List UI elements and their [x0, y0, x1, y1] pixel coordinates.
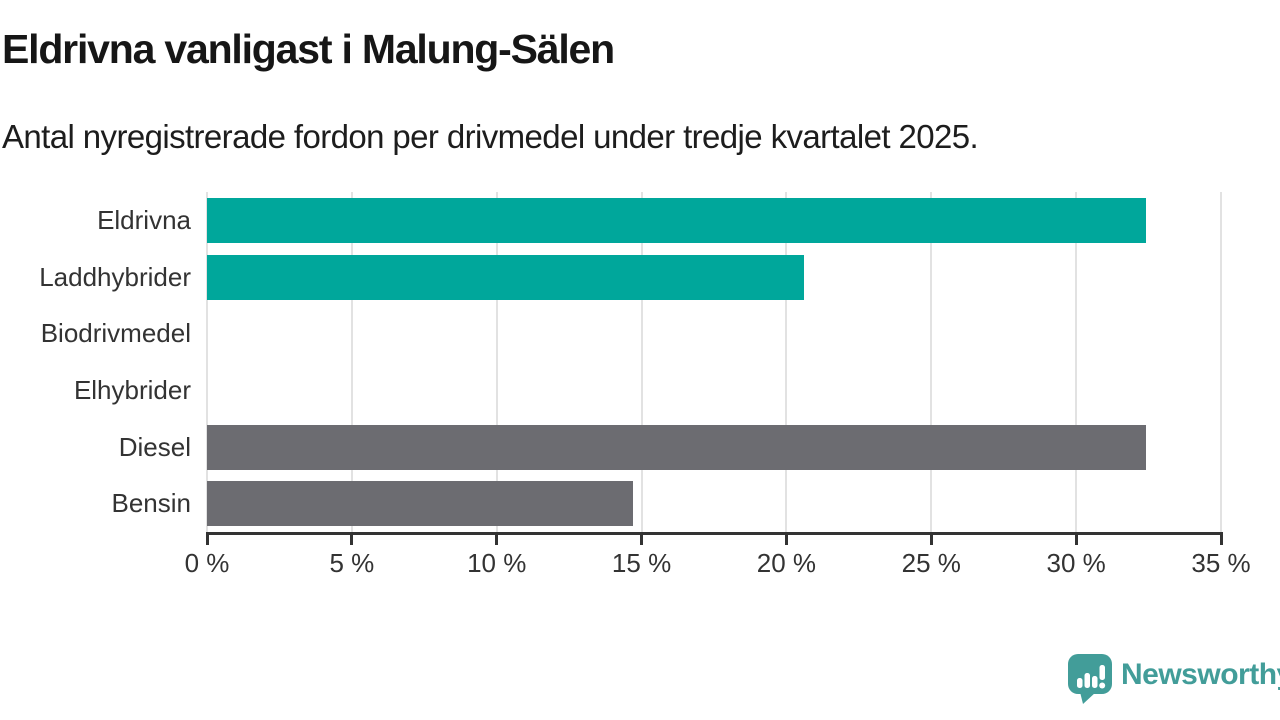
- x-tick-label-10: 10 %: [467, 548, 527, 578]
- bar-diesel: [207, 424, 1146, 470]
- x-axis-tick-0: [205, 535, 209, 545]
- x-axis-tick-20: [784, 535, 788, 545]
- x-tick-label-0: 0 %: [184, 548, 230, 578]
- gridline-10: [495, 192, 498, 532]
- gridline-20: [785, 192, 788, 532]
- y-axis-label-elhybrider: Elhybrider: [73, 375, 191, 405]
- bar-bensin: [207, 481, 633, 527]
- plot-area: [206, 192, 1222, 532]
- bar-laddhybrider: [207, 254, 804, 300]
- x-tick-label-30: 30 %: [1046, 548, 1106, 578]
- y-axis-labels: Eldrivna Laddhybrider Biodrivmedel Elhybrid…: [0, 192, 191, 532]
- x-axis-tick-5: [350, 535, 354, 545]
- y-axis-label-bensin: Bensin: [111, 488, 192, 519]
- chart-subtitle: Antal nyregistrerade fordon per drivmede…: [2, 118, 979, 155]
- y-axis-label-eldrivna: Eldrivna: [97, 205, 191, 235]
- x-axis-tick-35: [1219, 535, 1223, 545]
- gridline-15: [640, 192, 643, 532]
- x-tick-label-5: 5 %: [329, 548, 375, 578]
- y-axis-label-diesel: Diesel: [118, 431, 191, 462]
- gridline-30: [1075, 192, 1078, 532]
- x-axis-tick-15: [640, 535, 644, 545]
- x-axis-tick-10: [495, 535, 499, 545]
- newsworthy-chart-bubble-icon: [1068, 654, 1112, 704]
- y-axis-label-biodrivmedel: Biodrivmedel: [40, 318, 191, 349]
- gridline-25: [930, 192, 933, 532]
- y-axis-label-laddhybrider: Laddhybrider: [39, 261, 191, 292]
- gridline-0: [206, 192, 208, 532]
- x-tick-label-20: 20 %: [756, 548, 817, 578]
- gridline-5: [350, 192, 353, 532]
- chart-title: Eldrivna vanligast i Malung-Sälen: [2, 26, 615, 72]
- gridline-35: [1220, 192, 1222, 532]
- bar-eldrivna: [207, 197, 1146, 243]
- x-axis-tick-30: [1074, 535, 1078, 545]
- newsworthy-logo-text: Newsworthy: [1121, 658, 1280, 691]
- newsworthy-logo: Newsworthy: [1068, 654, 1280, 704]
- x-tick-label-25: 25 %: [901, 548, 961, 578]
- x-tick-label-15: 15 %: [611, 548, 672, 578]
- x-axis-line: [206, 532, 1223, 535]
- x-tick-label-35: 35 %: [1191, 548, 1251, 578]
- x-axis-tick-25: [929, 535, 933, 545]
